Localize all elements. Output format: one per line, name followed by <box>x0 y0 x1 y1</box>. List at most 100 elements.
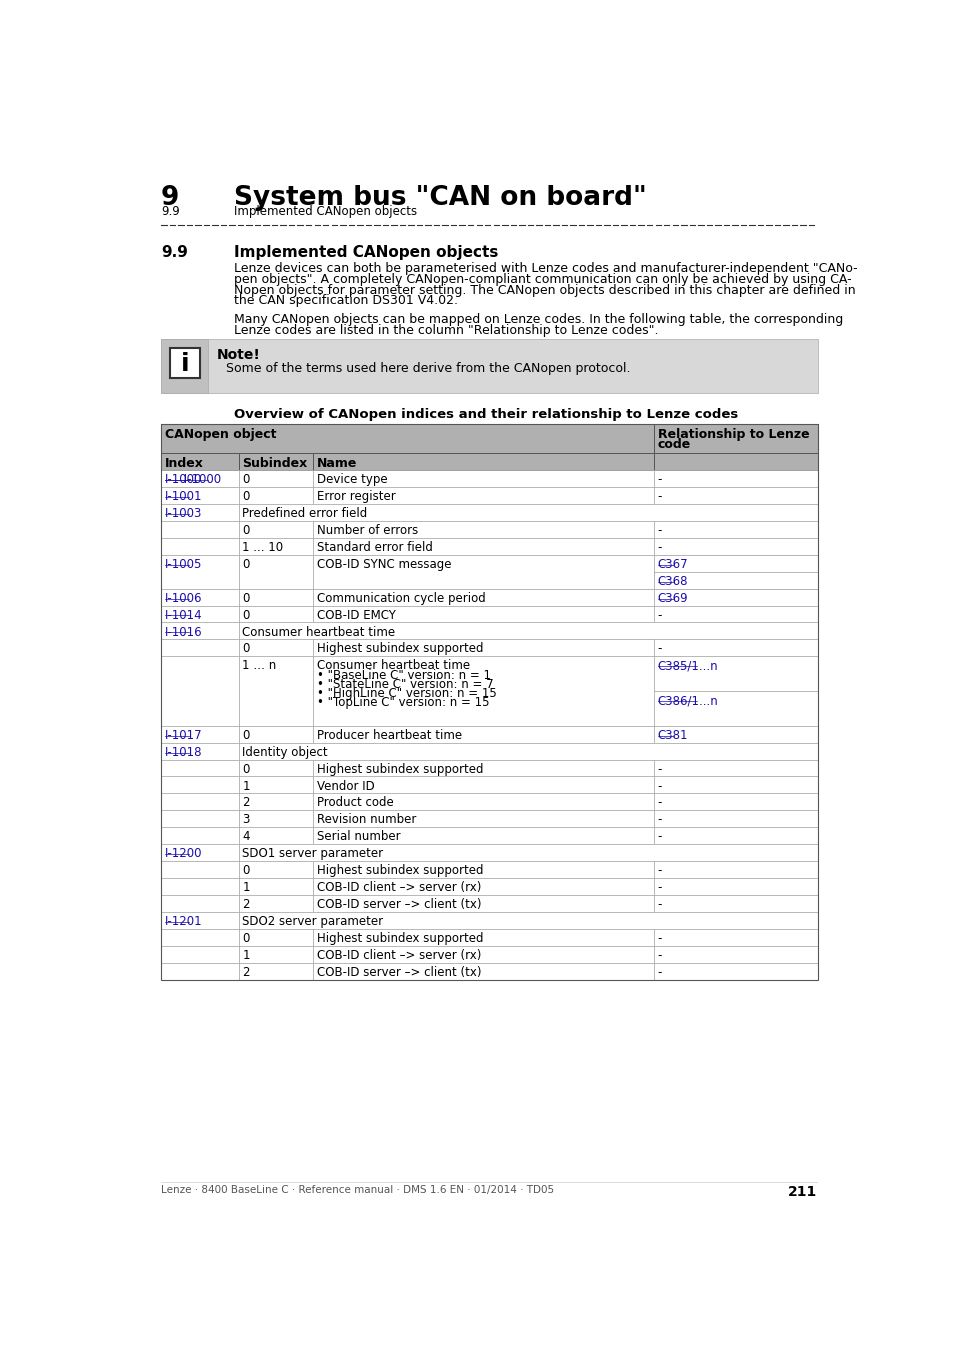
Text: 3: 3 <box>242 814 250 826</box>
Bar <box>161 537 238 555</box>
Bar <box>161 913 238 929</box>
Text: 2: 2 <box>242 796 250 810</box>
Text: 2: 2 <box>242 965 250 979</box>
Bar <box>313 454 654 470</box>
Bar <box>238 878 313 895</box>
Bar <box>161 810 238 828</box>
Bar <box>161 895 238 913</box>
Bar <box>238 555 313 589</box>
Text: Revision number: Revision number <box>316 814 416 826</box>
Bar <box>313 946 654 963</box>
Text: C385/1...n: C385/1...n <box>658 659 718 672</box>
Text: Lenze devices can both be parameterised with Lenze codes and manufacturer-indepe: Lenze devices can both be parameterised … <box>233 262 857 275</box>
Text: -: - <box>658 796 661 810</box>
Bar <box>313 861 654 878</box>
Bar <box>313 537 654 555</box>
Text: COB-ID server –> client (tx): COB-ID server –> client (tx) <box>316 898 481 911</box>
Bar <box>161 963 238 980</box>
Bar <box>238 828 313 844</box>
Text: System bus "CAN on board": System bus "CAN on board" <box>233 185 646 211</box>
Text: I-1014: I-1014 <box>165 609 202 621</box>
Text: I-1000: I-1000 <box>165 472 202 486</box>
Bar <box>161 776 238 794</box>
Bar <box>161 622 238 640</box>
Text: I-1000: I-1000 <box>165 472 221 486</box>
Bar <box>238 487 313 504</box>
Bar <box>654 571 818 589</box>
Text: Lenze · 8400 BaseLine C · Reference manual · DMS 1.6 EN · 01/2014 · TD05: Lenze · 8400 BaseLine C · Reference manu… <box>161 1185 554 1195</box>
Bar <box>654 640 818 656</box>
Text: Consumer heartbeat time: Consumer heartbeat time <box>242 625 395 639</box>
Text: 0: 0 <box>242 591 250 605</box>
Text: COB-ID client –> server (rx): COB-ID client –> server (rx) <box>316 882 480 894</box>
Text: I-1201: I-1201 <box>165 915 202 927</box>
Text: • "StateLine C" version: n = 7: • "StateLine C" version: n = 7 <box>316 678 493 691</box>
Bar <box>654 521 818 537</box>
Text: pen objects". A completely CANopen-compliant communication can only be achieved : pen objects". A completely CANopen-compl… <box>233 273 851 286</box>
Text: -: - <box>658 965 661 979</box>
Bar <box>313 521 654 537</box>
Text: I-1017: I-1017 <box>165 729 202 741</box>
Text: -: - <box>658 763 661 776</box>
Bar <box>161 606 238 622</box>
Bar <box>313 487 654 504</box>
Bar <box>161 861 238 878</box>
Bar <box>313 470 654 487</box>
Text: Subindex: Subindex <box>242 456 308 470</box>
Text: • "HighLine C" version: n = 15: • "HighLine C" version: n = 15 <box>316 687 497 699</box>
Bar <box>654 828 818 844</box>
Bar <box>654 760 818 776</box>
Text: 211: 211 <box>786 1185 816 1199</box>
Bar <box>654 656 818 691</box>
Text: SDO2 server parameter: SDO2 server parameter <box>242 915 383 927</box>
Text: 1: 1 <box>242 949 250 963</box>
Text: Communication cycle period: Communication cycle period <box>316 591 485 605</box>
Text: Standard error field: Standard error field <box>316 541 433 554</box>
Bar <box>238 794 313 810</box>
Text: Producer heartbeat time: Producer heartbeat time <box>316 729 461 741</box>
Text: Predefined error field: Predefined error field <box>242 508 367 520</box>
Text: 0: 0 <box>242 558 250 571</box>
Bar <box>238 913 818 929</box>
Bar <box>313 794 654 810</box>
Bar <box>238 844 818 861</box>
Bar <box>238 895 313 913</box>
Bar <box>654 776 818 794</box>
Bar <box>238 454 313 470</box>
Text: Vendor ID: Vendor ID <box>316 779 375 792</box>
Bar <box>161 743 238 760</box>
Bar <box>238 470 313 487</box>
Text: Serial number: Serial number <box>316 830 400 844</box>
Text: 1 … n: 1 … n <box>242 659 276 672</box>
Text: 0: 0 <box>242 931 250 945</box>
Bar <box>313 895 654 913</box>
Text: C386/1...n: C386/1...n <box>658 694 718 707</box>
Text: I-1001: I-1001 <box>165 490 202 504</box>
Bar <box>654 963 818 980</box>
Bar <box>654 878 818 895</box>
Bar <box>238 606 313 622</box>
Text: • "BaseLine C" version: n = 1: • "BaseLine C" version: n = 1 <box>316 668 491 682</box>
Text: -: - <box>658 864 661 878</box>
Text: C368: C368 <box>658 575 688 587</box>
Bar <box>654 895 818 913</box>
Bar <box>313 656 654 726</box>
Bar <box>238 760 313 776</box>
Bar <box>161 946 238 963</box>
Bar <box>238 640 313 656</box>
Text: -: - <box>658 490 661 504</box>
Text: -: - <box>658 643 661 656</box>
Bar <box>313 929 654 946</box>
Text: Highest subindex supported: Highest subindex supported <box>316 864 483 878</box>
Text: I-1006: I-1006 <box>165 591 202 605</box>
Text: I-1018: I-1018 <box>165 745 202 759</box>
Bar <box>238 537 313 555</box>
Bar <box>161 470 238 487</box>
Bar <box>238 726 313 743</box>
Bar <box>654 555 818 589</box>
Text: Implemented CANopen objects: Implemented CANopen objects <box>233 246 497 261</box>
Bar <box>654 424 818 454</box>
Text: -: - <box>658 931 661 945</box>
Bar <box>161 844 238 861</box>
Text: i: i <box>181 352 190 377</box>
